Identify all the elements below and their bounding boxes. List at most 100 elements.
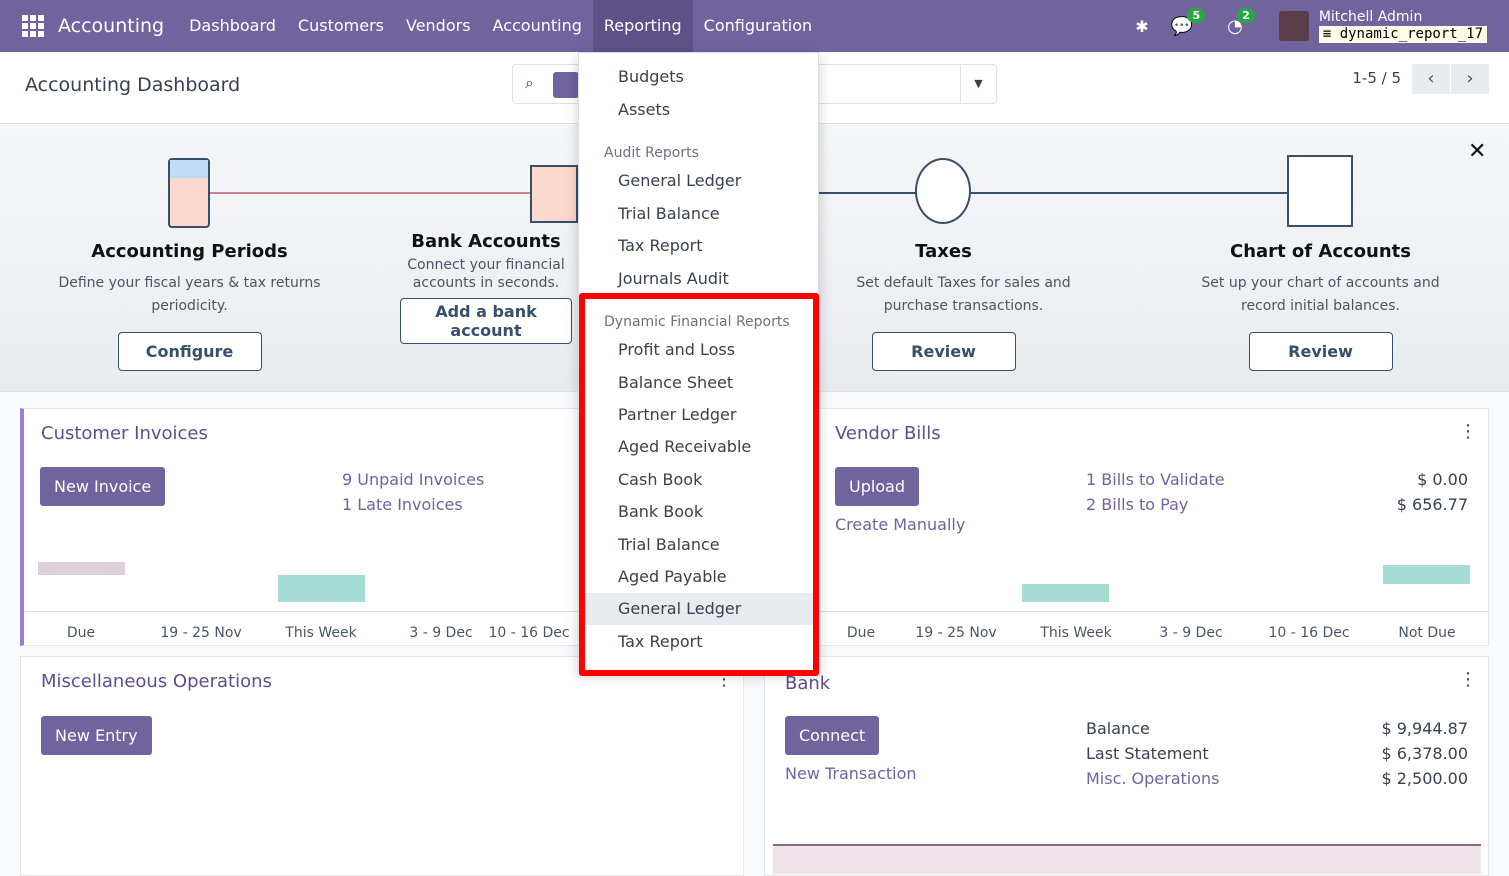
menu-customers[interactable]: Customers — [297, 16, 384, 35]
bills-pay-value: $ 656.77 — [1396, 495, 1468, 514]
unpaid-invoices-link[interactable]: 9 Unpaid Invoices — [342, 470, 485, 489]
step-title: Accounting Periods — [91, 241, 288, 262]
card-title[interactable]: Customer Invoices — [41, 423, 208, 444]
activities-icon[interactable]: ◔ 2 — [1227, 7, 1255, 37]
bug-icon[interactable]: ✱ — [1135, 16, 1149, 36]
create-manually-link[interactable]: Create Manually — [835, 515, 966, 534]
tick-label: 19 - 25 Nov — [915, 625, 997, 641]
bar-not-due[interactable] — [1383, 565, 1470, 584]
kebab-menu-icon[interactable]: ⋮ — [1459, 669, 1477, 690]
calendar-icon — [168, 158, 210, 228]
menu-item-bank-book[interactable]: Bank Book — [618, 502, 704, 521]
upload-button[interactable]: Upload — [835, 467, 920, 506]
pager-value: 1-5 / 5 — [1352, 69, 1401, 87]
step-title: Chart of Accounts — [1230, 241, 1411, 262]
section-header: Audit Reports — [604, 145, 699, 161]
tick-label: Due — [846, 625, 876, 641]
tick-label: 10 - 16 Dec — [1268, 625, 1350, 641]
connect-button[interactable]: Connect — [785, 716, 880, 755]
balance-label: Balance — [1086, 719, 1150, 738]
card-title[interactable]: Vendor Bills — [835, 423, 941, 444]
step-chart-of-accounts: Chart of Accounts Set up your chart of ac… — [1132, 125, 1509, 371]
tick-label: This Week — [285, 625, 357, 641]
reporting-dropdown: Budgets Assets Audit Reports General Led… — [578, 52, 819, 672]
bank-puzzle-icon — [530, 165, 578, 223]
menu-item-balance-sheet[interactable]: Balance Sheet — [618, 373, 734, 392]
app-name[interactable]: Accounting — [58, 15, 165, 37]
chart-accounts-icon — [1287, 155, 1353, 227]
menu-item-dyn-general-ledger[interactable]: General Ledger — [579, 593, 818, 625]
user-name[interactable]: Mitchell Admin — [1318, 9, 1423, 25]
apps-menu-icon[interactable] — [22, 15, 44, 37]
search-icon: ⌕ — [525, 73, 534, 92]
menu-vendors[interactable]: Vendors — [405, 16, 471, 35]
review-coa-button[interactable]: Review — [1248, 332, 1393, 371]
balance-value: $ 9,944.87 — [1381, 719, 1468, 738]
filter-icon[interactable] — [553, 72, 579, 98]
search-options-toggle[interactable]: ▼ — [960, 65, 996, 103]
menu-configuration[interactable]: Configuration — [703, 16, 813, 35]
misc-operations-card: Miscellaneous Operations ⋮ New Entry — [20, 656, 744, 876]
messages-icon[interactable]: 💬 5 — [1171, 7, 1206, 37]
menu-item-cash-book[interactable]: Cash Book — [618, 470, 703, 489]
menu-item-profit-loss[interactable]: Profit and Loss — [618, 340, 736, 359]
menu-reporting[interactable]: Reporting — [592, 0, 693, 52]
new-transaction-link[interactable]: New Transaction — [785, 764, 917, 783]
bills-pay-link[interactable]: 2 Bills to Pay — [1086, 495, 1189, 514]
pager-next-button[interactable]: › — [1451, 64, 1489, 94]
menu-item-trial-balance[interactable]: Trial Balance — [618, 204, 720, 223]
bills-validate-value: $ 0.00 — [1417, 470, 1468, 489]
menu-item-aged-receivable[interactable]: Aged Receivable — [618, 437, 752, 456]
misc-operations-value: $ 2,500.00 — [1381, 769, 1468, 788]
menu-item-dyn-tax-report[interactable]: Tax Report — [618, 632, 703, 651]
bar-this-week[interactable] — [1022, 584, 1109, 602]
last-statement-label: Last Statement — [1086, 744, 1209, 763]
kebab-menu-icon[interactable]: ⋮ — [1459, 421, 1477, 442]
messages-badge: 5 — [1187, 7, 1206, 23]
bar-due[interactable] — [38, 562, 125, 575]
step-title: Bank Accounts — [411, 231, 561, 252]
menu-item-partner-ledger[interactable]: Partner Ledger — [618, 405, 737, 424]
card-title[interactable]: Bank — [785, 673, 831, 694]
new-invoice-button[interactable]: New Invoice — [40, 467, 166, 506]
misc-operations-link[interactable]: Misc. Operations — [1086, 769, 1220, 788]
tick-label: 10 - 16 Dec — [488, 625, 570, 641]
tick-label: Due — [66, 625, 96, 641]
tick-label: 3 - 9 Dec — [409, 625, 473, 641]
configure-button[interactable]: Configure — [117, 332, 262, 371]
menu-item-assets[interactable]: Assets — [618, 100, 671, 119]
menu-item-general-ledger[interactable]: General Ledger — [618, 171, 742, 190]
page-title: Accounting Dashboard — [25, 74, 241, 96]
database-icon: ≡ — [1322, 26, 1332, 42]
highlight-box — [579, 293, 819, 676]
avatar[interactable] — [1278, 11, 1309, 41]
new-entry-button[interactable]: New Entry — [41, 716, 152, 755]
step-desc: Set up your chart of accounts and record… — [1201, 275, 1440, 314]
add-bank-button[interactable]: Add a bank account — [400, 298, 572, 344]
menu-item-dyn-trial-balance[interactable]: Trial Balance — [618, 535, 720, 554]
tick-label: This Week — [1040, 625, 1112, 641]
late-invoices-link[interactable]: 1 Late Invoices — [342, 495, 463, 514]
step-desc: Set default Taxes for sales and purchase… — [856, 275, 1071, 314]
menu-item-budgets[interactable]: Budgets — [618, 67, 684, 86]
section-header: Dynamic Financial Reports — [604, 314, 790, 330]
menu-accounting[interactable]: Accounting — [492, 16, 582, 35]
menu-item-tax-report[interactable]: Tax Report — [618, 236, 703, 255]
review-taxes-button[interactable]: Review — [871, 332, 1016, 371]
bank-card: Bank ⋮ Connect New Transaction Balance $… — [764, 656, 1489, 876]
card-title[interactable]: Miscellaneous Operations — [41, 671, 272, 692]
navbar: Accounting Dashboard Customers Vendors A… — [0, 0, 1509, 52]
step-accounting-periods: Accounting Periods Define your fiscal yea… — [1, 125, 378, 371]
tick-label: 3 - 9 Dec — [1159, 625, 1223, 641]
pager-previous-button[interactable]: ‹ — [1412, 64, 1450, 94]
bills-validate-link[interactable]: 1 Bills to Validate — [1086, 470, 1225, 489]
menu-item-aged-payable[interactable]: Aged Payable — [618, 567, 727, 586]
menu-dashboard[interactable]: Dashboard — [189, 16, 276, 35]
step-desc: Define your fiscal years & tax returns p… — [58, 275, 321, 314]
close-onboarding-button[interactable]: ✕ — [1468, 139, 1487, 164]
step-desc: Connect your financial accounts in secon… — [407, 257, 565, 291]
tick-label: Not Due — [1398, 625, 1456, 641]
bar-this-week[interactable] — [278, 575, 365, 602]
activities-badge: 2 — [1237, 7, 1255, 23]
menu-item-journals-audit[interactable]: Journals Audit — [618, 269, 729, 288]
